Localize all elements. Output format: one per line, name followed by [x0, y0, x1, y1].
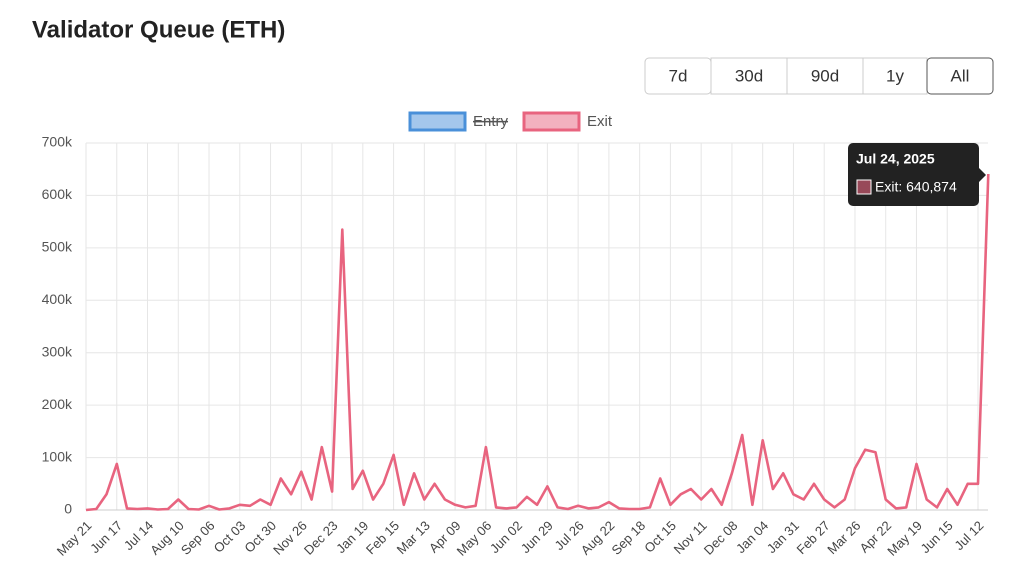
tooltip-text: Exit: 640,874: [875, 179, 957, 195]
x-tick-label: Mar 13: [394, 518, 433, 557]
x-tick-label: Feb 15: [363, 518, 402, 557]
y-tick-label: 400k: [42, 291, 73, 307]
x-tick-label: Feb 27: [794, 518, 833, 557]
button-box: [710, 57, 788, 95]
x-tick-label: Jan 04: [733, 518, 771, 556]
legend-label: Exit: [587, 113, 613, 130]
button-label: All: [951, 66, 970, 85]
range-button[interactable]: 90d: [786, 57, 864, 95]
button-box: [786, 57, 864, 95]
button-label: 30d: [735, 66, 763, 85]
x-tick-label: May 06: [454, 518, 495, 559]
x-tick-label: Dec 08: [701, 518, 741, 558]
button-box: [926, 57, 994, 95]
x-tick-label: Sep 18: [608, 518, 648, 558]
chart-title: Validator Queue (ETH): [32, 16, 285, 43]
tooltip-caret: [979, 168, 986, 182]
tooltip-swatch: [856, 179, 872, 195]
legend-label: Entry: [473, 113, 509, 130]
x-tick-label: May 19: [884, 518, 925, 559]
x-tick-label: Jun 29: [518, 518, 556, 556]
line-series: [85, 173, 990, 512]
y-tick-label: 700k: [42, 134, 73, 150]
x-tick-label: Aug 22: [578, 518, 618, 558]
range-button[interactable]: 30d: [710, 57, 788, 95]
x-tick-label: Oct 03: [211, 518, 249, 556]
x-tick-label: Aug 10: [147, 518, 187, 558]
x-tick-label: Sep 06: [178, 518, 218, 558]
legend-item[interactable]: Exit: [522, 111, 613, 132]
x-tick-label: Mar 26: [824, 518, 863, 557]
button-label: 90d: [811, 66, 839, 85]
y-tick-label: 300k: [42, 343, 73, 359]
legend-swatch: [408, 111, 467, 132]
range-button[interactable]: All: [926, 57, 994, 95]
x-tick-label: Jul 12: [951, 518, 986, 553]
y-tick-label: 100k: [42, 448, 73, 464]
y-tick-label: 200k: [42, 396, 73, 412]
x-tick-label: Jun 15: [918, 518, 956, 556]
button-box: [862, 57, 928, 95]
x-tick-label: Jun 17: [87, 518, 125, 556]
tooltip-box: [848, 143, 979, 206]
tooltip-title: Jul 24, 2025: [856, 151, 935, 167]
legend-item[interactable]: Entry: [408, 111, 509, 132]
x-tick-label: Dec 23: [301, 518, 341, 558]
range-button[interactable]: 7d: [644, 57, 712, 95]
range-button[interactable]: 1y: [862, 57, 928, 95]
x-tick-label: Jun 02: [487, 518, 525, 556]
y-tick-label: 600k: [42, 186, 73, 202]
x-tick-label: Nov 26: [270, 518, 310, 558]
button-label: 1y: [886, 66, 904, 85]
y-tick-label: 0: [64, 501, 72, 517]
legend-swatch: [522, 111, 581, 132]
button-label: 7d: [669, 66, 688, 85]
tooltip: Jul 24, 2025 Exit: 640,874: [848, 143, 986, 206]
y-tick-label: 500k: [42, 239, 73, 255]
x-tick-label: May 21: [54, 518, 95, 559]
